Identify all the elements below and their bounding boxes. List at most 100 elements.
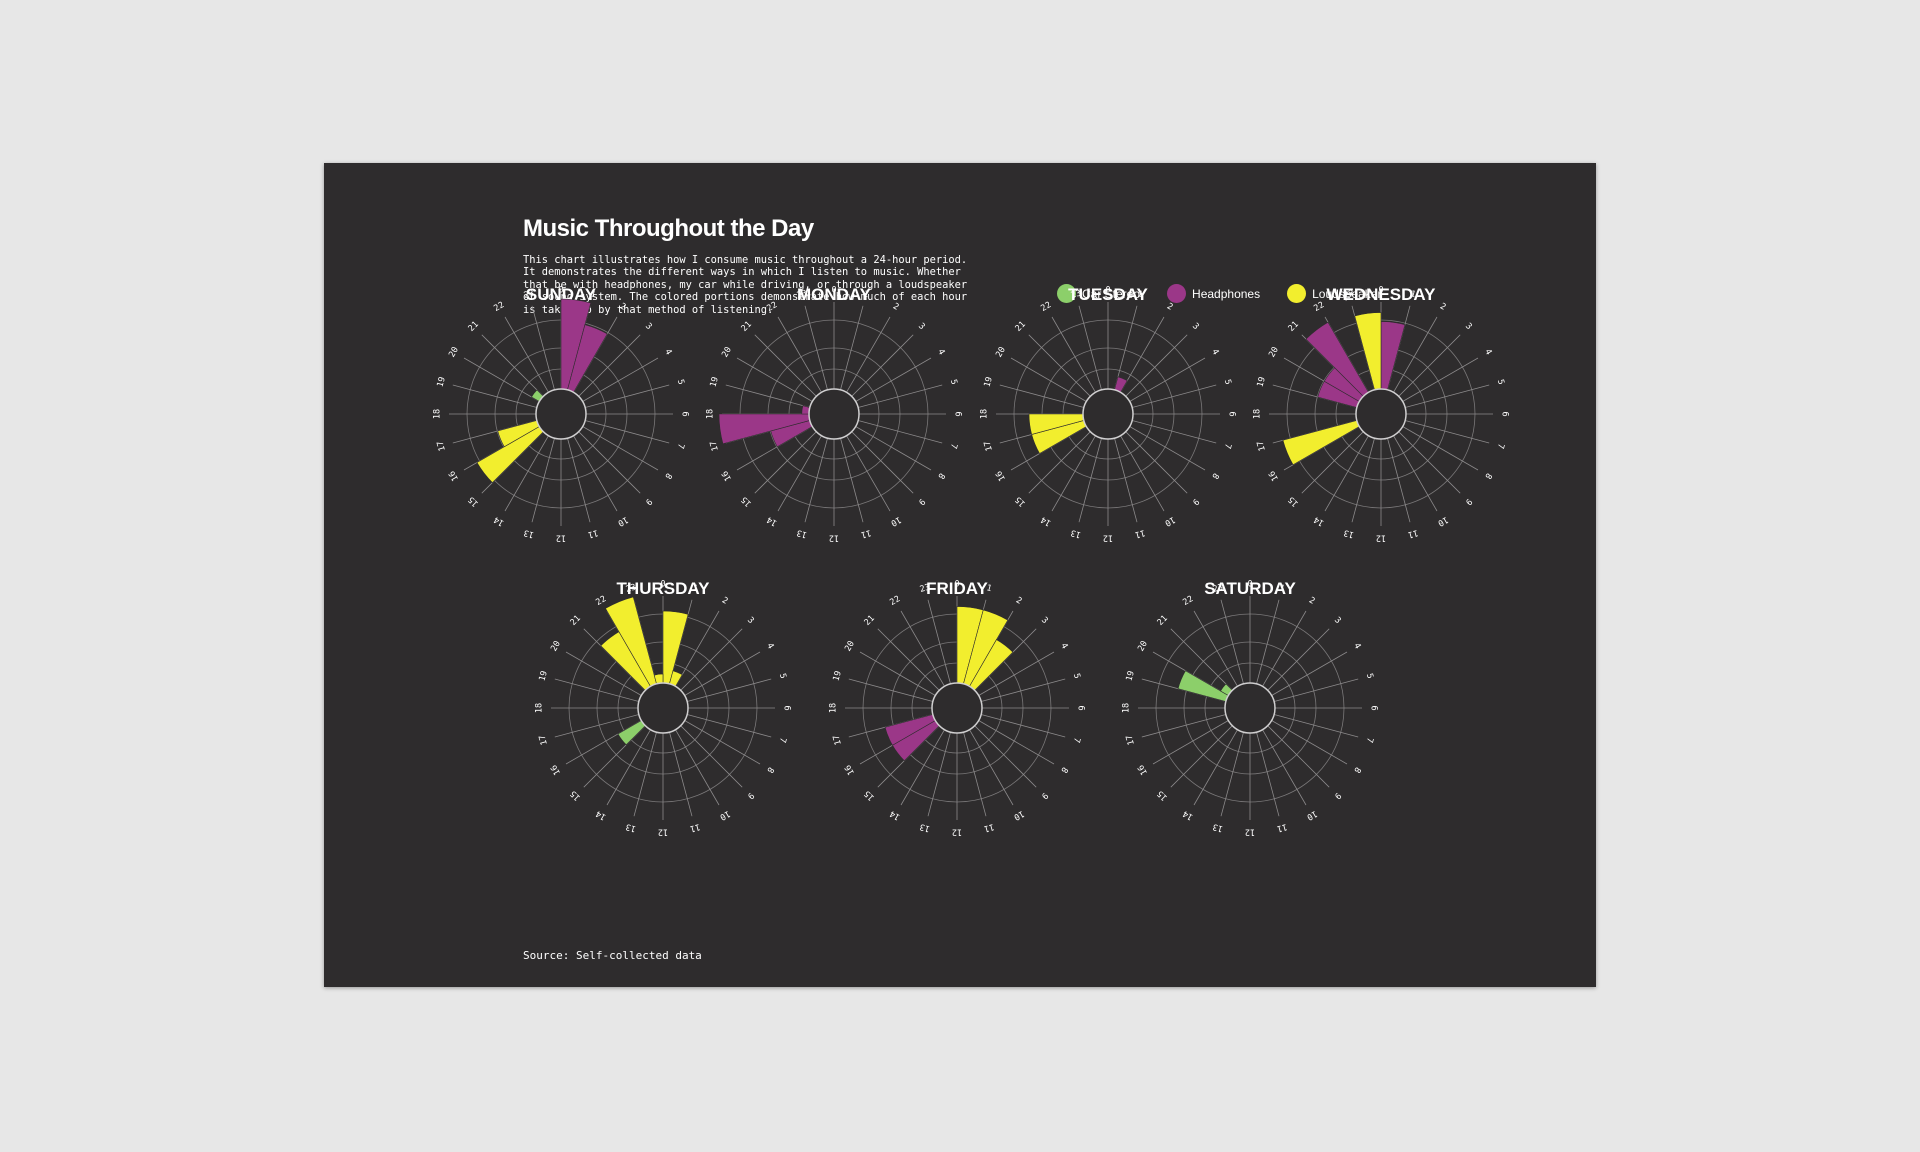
hour-label: 7	[1222, 442, 1233, 450]
hour-spoke	[463, 357, 540, 402]
hour-spoke	[554, 678, 639, 702]
hour-label: 10	[889, 514, 903, 528]
hour-spoke	[777, 435, 822, 512]
hour-label: 21	[569, 614, 583, 628]
hour-label: 8	[1058, 765, 1069, 774]
hour-label: 0	[1105, 286, 1110, 296]
hour-label: 7	[675, 442, 686, 450]
hour-spoke	[927, 599, 951, 684]
hour-label: 19	[983, 376, 995, 388]
hour-spoke	[680, 725, 743, 788]
hour-spoke	[1078, 305, 1102, 390]
hour-label: 4	[662, 348, 673, 357]
hour-label: 15	[467, 494, 481, 508]
hour-spoke	[565, 651, 642, 696]
hour-label: 11	[1276, 821, 1288, 833]
hour-label: 12	[1103, 533, 1113, 543]
hour-spoke	[1078, 438, 1102, 523]
hour-spoke	[1132, 384, 1217, 408]
hour-label: 9	[643, 496, 654, 507]
hour-label: 6	[1500, 411, 1510, 416]
hour-label: 13	[1070, 527, 1082, 539]
center-hub	[535, 388, 587, 440]
center-hub	[931, 682, 983, 734]
hour-spoke	[578, 334, 641, 397]
green-dot-icon	[1057, 284, 1076, 303]
hour-label: 13	[1343, 527, 1355, 539]
hour-label: 15	[1287, 494, 1301, 508]
hour-spoke	[1271, 651, 1348, 696]
hour-label: 12	[1376, 533, 1386, 543]
day-title: WEDNESDAY	[1327, 285, 1437, 304]
hour-label: 6	[953, 411, 963, 416]
hour-label: 19	[1125, 670, 1137, 682]
hour-label: 17	[832, 734, 844, 746]
center-hub	[1224, 682, 1276, 734]
hour-label: 2	[891, 301, 900, 312]
hour-spoke	[1114, 305, 1138, 390]
hour-label: 10	[718, 808, 732, 822]
hour-spoke	[1301, 431, 1364, 494]
hour-label: 0	[660, 580, 665, 590]
hour-spoke	[1125, 334, 1188, 397]
hour-spoke	[900, 729, 945, 806]
hour-spoke	[504, 316, 549, 393]
chart-card: Music Throughout the Day This chart illu…	[324, 163, 1596, 987]
hour-spoke	[858, 384, 943, 408]
legend: Car Stereo Headphones Loudspeaker	[1057, 284, 1381, 303]
hour-label: 20	[720, 345, 734, 359]
hour-spoke	[531, 305, 555, 390]
hour-spoke	[804, 305, 828, 390]
hour-spoke	[848, 678, 933, 702]
day-title: TUESDAY	[1068, 285, 1148, 304]
hour-label: 14	[492, 514, 506, 528]
hour-label: 17	[983, 440, 995, 452]
hour-label: 22	[492, 300, 506, 314]
yellow-dot-icon	[1287, 284, 1307, 303]
hour-label: 8	[935, 471, 946, 480]
legend-item-loudspeaker: Loudspeaker	[1287, 284, 1381, 303]
hour-spoke	[1129, 426, 1206, 471]
hour-label: 8	[1209, 471, 1220, 480]
hour-label: 21	[740, 320, 754, 334]
hour-label: 5	[948, 378, 959, 386]
hour-label: 1	[589, 289, 597, 300]
hour-label: 22	[1039, 300, 1053, 314]
hour-label: 18	[706, 409, 716, 419]
hour-spoke	[567, 438, 591, 523]
hour-label: 3	[1190, 321, 1201, 332]
hour-label: 9	[1190, 496, 1201, 507]
center-hub	[808, 388, 860, 440]
hour-spoke	[585, 384, 670, 408]
hour-label: 10	[616, 514, 630, 528]
hour-label: 21	[1014, 320, 1028, 334]
hour-label: 18	[980, 409, 990, 419]
hour-label: 20	[1267, 345, 1281, 359]
hour-label: 19	[436, 376, 448, 388]
hour-label: 17	[709, 440, 721, 452]
hour-label: 14	[1039, 514, 1053, 528]
hour-label: 18	[433, 409, 443, 419]
hour-spoke	[969, 729, 1014, 806]
hour-spoke	[1170, 628, 1233, 691]
day-title: SUNDAY	[526, 285, 597, 304]
hour-spoke	[1271, 720, 1348, 765]
hour-label: 0	[1378, 286, 1383, 296]
hour-spoke	[840, 438, 864, 523]
hour-label: 16	[447, 469, 461, 483]
hour-spoke	[669, 732, 693, 817]
hour-spoke	[1267, 725, 1330, 788]
hour-label: 20	[447, 345, 461, 359]
hour-label: 17	[1125, 734, 1137, 746]
hour-spoke	[680, 628, 743, 691]
hour-spoke	[1132, 420, 1217, 444]
hour-spoke	[1220, 732, 1244, 817]
hour-label: 12	[1245, 827, 1255, 837]
hour-spoke	[1274, 714, 1359, 738]
hour-label: 18	[829, 703, 839, 713]
hour-label: 13	[523, 527, 535, 539]
hour-spoke	[974, 725, 1037, 788]
hour-label: 18	[535, 703, 545, 713]
hour-label: 7	[1495, 442, 1506, 450]
